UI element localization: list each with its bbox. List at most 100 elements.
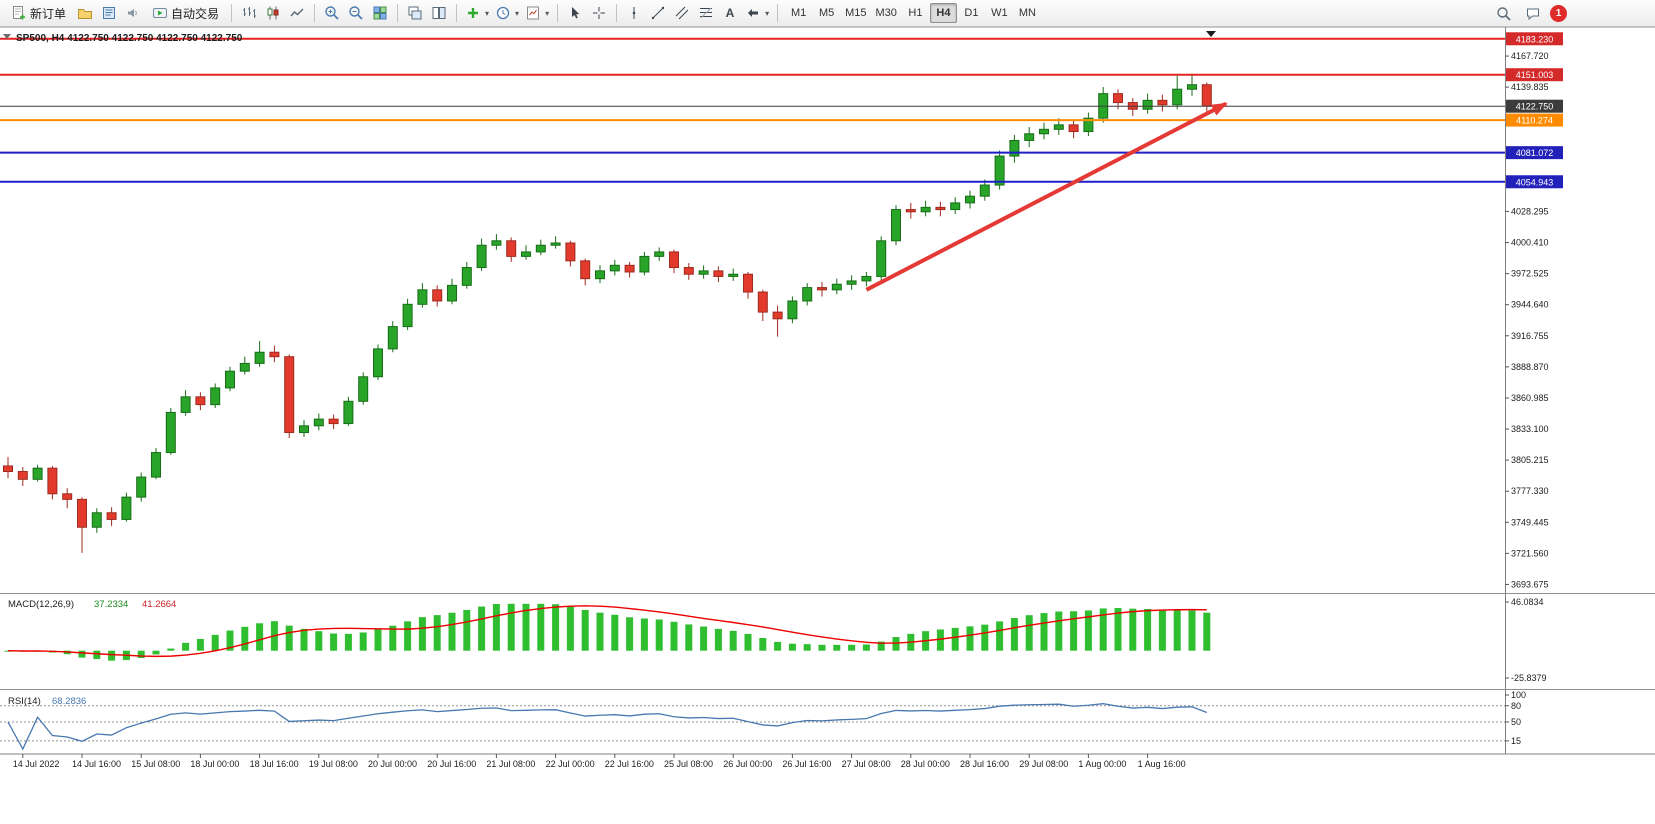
text-button[interactable]: A [718, 2, 742, 24]
rsi-label: RSI(14) [8, 696, 41, 707]
svg-text:26 Jul 00:00: 26 Jul 00:00 [723, 759, 772, 769]
zoom-in-button[interactable] [320, 2, 344, 24]
chevron-down-icon: ▾ [485, 8, 490, 18]
chevron-down-icon: ▾ [765, 8, 770, 18]
svg-text:80: 80 [1511, 701, 1521, 711]
timeframe-H4[interactable]: H4 [929, 3, 957, 23]
svg-text:3693.675: 3693.675 [1511, 579, 1549, 589]
toolbar-separator [616, 4, 618, 22]
svg-text:4110.274: 4110.274 [1516, 116, 1553, 126]
price-badge [1506, 113, 1563, 127]
toolbar-separator [397, 4, 399, 22]
one-click-trading-toggle[interactable] [3, 34, 11, 39]
svg-text:3944.640: 3944.640 [1511, 300, 1549, 310]
zoom-out-icon [349, 6, 363, 20]
timeframe-M5[interactable]: M5 [813, 3, 840, 23]
svg-text:18 Jul 16:00: 18 Jul 16:00 [250, 759, 299, 769]
cascade-windows-button[interactable] [403, 2, 427, 24]
timeframe-H1[interactable]: H1 [902, 3, 929, 23]
svg-text:4183.230: 4183.230 [1516, 34, 1554, 44]
new-order-icon [13, 6, 25, 20]
price-badge [1506, 68, 1563, 82]
timeframe-W1[interactable]: W1 [986, 3, 1013, 23]
trendline-button[interactable] [646, 2, 670, 24]
toolbar-separator [557, 4, 559, 22]
timeframe-MN[interactable]: MN [1014, 3, 1041, 23]
timeframe-D1[interactable]: D1 [958, 3, 985, 23]
timeframe-M30[interactable]: M30 [872, 3, 901, 23]
notification-badge[interactable]: 1 [1550, 5, 1567, 22]
indicators-button[interactable]: ▾ [462, 2, 492, 24]
price-badge [1506, 146, 1563, 160]
trendline-icon [651, 6, 665, 20]
svg-text:3833.100: 3833.100 [1511, 424, 1549, 434]
vertical-line-button[interactable] [622, 2, 646, 24]
svg-text:25 Jul 08:00: 25 Jul 08:00 [664, 759, 713, 769]
tile-windows-button[interactable] [368, 2, 392, 24]
market-watch-button[interactable] [97, 2, 121, 24]
svg-text:27 Jul 08:00: 27 Jul 08:00 [842, 759, 891, 769]
chart-svg[interactable]: SP500, H4 4122.750 4122.750 4122.750 412… [0, 27, 1655, 772]
svg-text:4139.835: 4139.835 [1511, 82, 1549, 92]
timeframe-M1[interactable]: M1 [785, 3, 812, 23]
toolbar-separator [231, 4, 233, 22]
chart-title: SP500, H4 4122.750 4122.750 4122.750 412… [16, 33, 243, 44]
svg-text:3777.330: 3777.330 [1511, 486, 1549, 496]
crosshair-button[interactable] [587, 2, 611, 24]
chevron-down-icon: ▾ [515, 8, 520, 18]
svg-text:4122.750: 4122.750 [1516, 102, 1554, 112]
svg-text:41.2664: 41.2664 [142, 599, 176, 610]
trend-arrow[interactable] [865, 101, 1228, 292]
chart-shift-marker[interactable] [1206, 31, 1216, 37]
market-watch-icon [103, 7, 116, 19]
horizontal-lines[interactable] [0, 37, 1505, 183]
search-button[interactable] [1492, 3, 1516, 25]
svg-text:4151.003: 4151.003 [1516, 70, 1554, 80]
sound-icon [128, 9, 137, 17]
new-order-button[interactable]: 新订单 [4, 2, 73, 24]
chat-button[interactable] [1521, 3, 1545, 25]
time-axis: 14 Jul 2022 14 Jul 16:00 15 Jul 08:00 18 Ju… [13, 754, 1186, 769]
svg-text:3888.870: 3888.870 [1511, 362, 1549, 372]
svg-text:46.0834: 46.0834 [1511, 597, 1544, 607]
price-badge [1506, 32, 1563, 46]
timeframe-group: M1 M5 M15 M30 H1 H4 D1 W1 MN [785, 3, 1041, 23]
line-chart-button[interactable] [285, 2, 309, 24]
svg-text:26 Jul 16:00: 26 Jul 16:00 [782, 759, 831, 769]
svg-text:28 Jul 16:00: 28 Jul 16:00 [960, 759, 1009, 769]
svg-text:50: 50 [1511, 717, 1521, 727]
svg-text:3860.985: 3860.985 [1511, 393, 1549, 403]
chart-window: SP500, H4 4122.750 4122.750 4122.750 412… [0, 27, 1655, 772]
zoom-out-button[interactable] [344, 2, 368, 24]
sound-button[interactable] [121, 2, 145, 24]
svg-text:1 Aug 00:00: 1 Aug 00:00 [1078, 759, 1126, 769]
svg-text:29 Jul 08:00: 29 Jul 08:00 [1019, 759, 1068, 769]
timeframe-M15[interactable]: M15 [841, 3, 870, 23]
svg-text:15 Jul 08:00: 15 Jul 08:00 [131, 759, 180, 769]
price-axis: 4167.720 4139.835 4028.295 4000.410 3972.525… [1505, 32, 1563, 589]
toolbar: 新订单 自动交易 ▾ ▾ ▾ [0, 0, 1655, 27]
periods-button[interactable]: ▾ [492, 2, 522, 24]
svg-text:28 Jul 00:00: 28 Jul 00:00 [901, 759, 950, 769]
channel-icon [675, 6, 689, 20]
svg-text:22 Jul 00:00: 22 Jul 00:00 [546, 759, 595, 769]
profiles-button[interactable] [73, 2, 97, 24]
chat-icon [1527, 8, 1539, 20]
svg-text:37.2334: 37.2334 [94, 599, 128, 610]
svg-text:-25.8379: -25.8379 [1511, 673, 1547, 683]
candlestick-button[interactable] [261, 2, 285, 24]
tile-windows-icon [373, 6, 387, 20]
bar-chart-button[interactable] [237, 2, 261, 24]
cursor-button[interactable] [563, 2, 587, 24]
autotrading-button[interactable]: 自动交易 [145, 2, 226, 24]
svg-text:3972.525: 3972.525 [1511, 269, 1549, 279]
svg-text:3805.215: 3805.215 [1511, 455, 1549, 465]
arrows-button[interactable]: ▾ [742, 2, 772, 24]
templates-button[interactable]: ▾ [522, 2, 552, 24]
price-badge [1506, 175, 1563, 189]
bar-chart-icon [243, 7, 257, 18]
arrow-shape-icon [748, 9, 759, 17]
tile-vertical-button[interactable] [427, 2, 451, 24]
channel-button[interactable] [670, 2, 694, 24]
fibonacci-button[interactable] [694, 2, 718, 24]
